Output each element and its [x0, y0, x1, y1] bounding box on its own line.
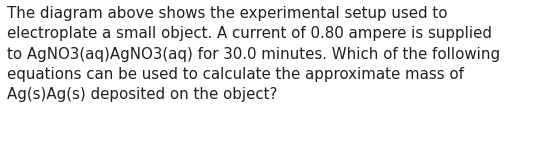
Text: The diagram above shows the experimental setup used to
electroplate a small obje: The diagram above shows the experimental…	[7, 6, 501, 102]
